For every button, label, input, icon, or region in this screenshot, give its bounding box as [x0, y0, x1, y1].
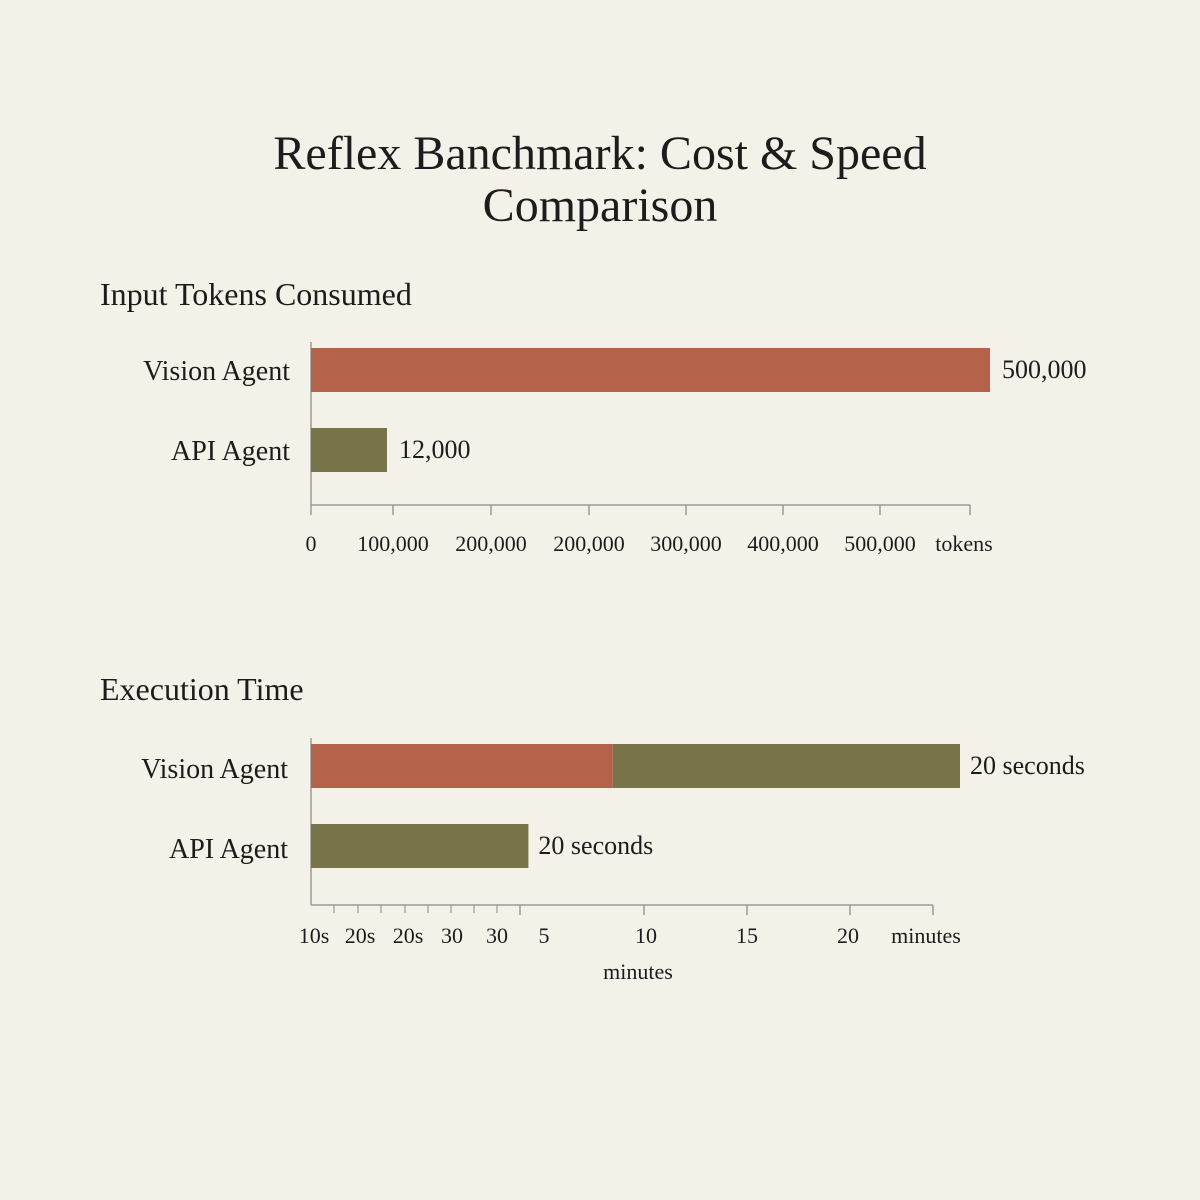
time-x-tick-label: 30 [441, 923, 463, 948]
page-title-line-2: Comparison [482, 179, 718, 232]
tokens-bar-api [311, 428, 387, 472]
time-value-label: 20 seconds [538, 831, 653, 860]
time-x-axis-label: minutes [603, 959, 673, 984]
tokens-x-tick-label: 100,000 [357, 531, 429, 556]
time-chart-title: Execution Time [100, 671, 304, 707]
time-bar-api-segment-0 [311, 824, 529, 868]
time-x-tick-label: 20 [837, 923, 859, 948]
tokens-x-unit: tokens [935, 531, 992, 556]
time-bar-vision-segment-1 [612, 744, 960, 788]
tokens-x-tick-label: 0 [306, 531, 317, 556]
tokens-x-tick-label: 400,000 [747, 531, 819, 556]
tokens-category-label: API Agent [171, 436, 290, 467]
tokens-chart: Input Tokens Consumed Vision Agent 500,000… [100, 276, 1087, 556]
time-x-tick-label: 30 [486, 923, 508, 948]
time-chart: Execution Time Vision Agent 20 seconds API … [100, 671, 1085, 984]
tokens-value-label: 12,000 [399, 435, 471, 464]
tokens-x-tick-label: 200,000 [553, 531, 625, 556]
tokens-chart-title: Input Tokens Consumed [100, 276, 412, 312]
page-title: Reflex Banchmark: Cost & Speed Compariso… [0, 128, 1200, 232]
time-x-tick-label: 10s [299, 923, 330, 948]
tokens-x-tick-label: 500,000 [844, 531, 916, 556]
tokens-x-tick-label: 300,000 [650, 531, 722, 556]
tokens-category-label: Vision Agent [143, 356, 290, 387]
page-title-line-1: Reflex Banchmark: Cost & Speed [273, 127, 927, 180]
time-bar-vision-segment-0 [311, 744, 613, 788]
time-x-tick-label: 20s [345, 923, 376, 948]
time-x-tick-label: 10 [635, 923, 657, 948]
time-category-label: API Agent [169, 834, 288, 865]
time-x-tick-label: 20s [393, 923, 424, 948]
time-x-tick-label: 15 [736, 923, 758, 948]
tokens-value-label: 500,000 [1002, 355, 1087, 384]
tokens-x-tick-label: 200,000 [455, 531, 527, 556]
tokens-bar-vision [311, 348, 990, 392]
time-x-tick-label: 5 [539, 923, 550, 948]
time-category-label: Vision Agent [141, 754, 288, 785]
time-x-unit: minutes [891, 923, 961, 948]
time-value-label: 20 seconds [970, 751, 1085, 780]
